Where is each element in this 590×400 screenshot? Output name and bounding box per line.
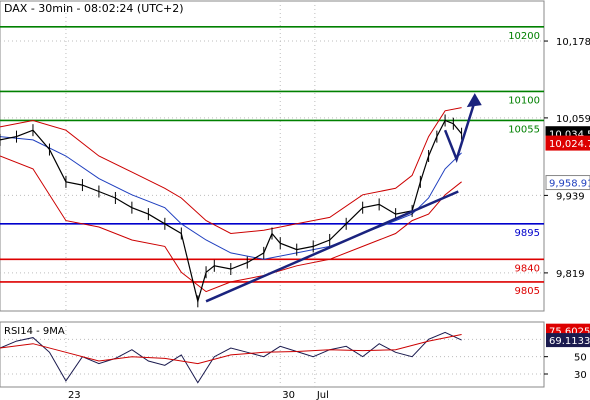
trendline [205,190,459,303]
rsi-line [0,331,462,384]
price-tick-label: 10,178 [556,37,590,48]
forecast-arrow-path [443,100,476,163]
trendlines [205,190,459,303]
price-marker-box [545,175,590,191]
price-series [0,114,463,308]
rsi-marker-box [546,333,590,348]
level-label: 9805 [515,286,540,297]
bollinger-upper-line [0,107,462,235]
time-axis: 23 30 Jul [68,390,329,400]
price-marker-label: 9,958.91 [549,179,590,190]
rsi-ma-line [0,334,462,365]
rsi-title: RSI14 - 9MA [4,326,65,337]
time-tick-label: Jul [316,390,329,400]
level-label: 9895 [515,228,540,239]
bollinger-lower-line [0,155,462,293]
support-resistance-levels: 10200 10100 10055 9895 9840 9805 [0,26,544,297]
price-tick-label: 9,819 [556,269,585,280]
level-label: 9840 [515,263,540,274]
price-panel-frame [0,0,545,312]
price-panel: 10200 10100 10055 9895 9840 9805 DAX - 30min … [0,0,545,312]
price-marker-label: 10,024.7 [549,139,590,150]
rsi-marker-label: 75.6025 [549,327,590,338]
rsi-series [0,331,462,384]
chart-title: DAX - 30min - 08:02:24 (UTC+2) [4,2,184,15]
price-tick-label: 10,059 [556,114,590,125]
time-tick-label: 30 [282,390,295,400]
price-tick-label: 9,939 [556,191,585,202]
rsi-panel-frame [0,321,545,388]
price-marker-box [545,135,590,151]
rsi-marker-label: 69.1133 [549,336,590,347]
rsi-panel: RSI14 - 9MA [0,321,545,388]
level-label: 10100 [508,95,540,106]
forecast-arrow-head [466,93,482,108]
rsi-tick-label: 30 [574,370,587,381]
rsi-grid [0,322,544,387]
rsi-tick-label: 50 [574,353,587,364]
price-marker-label: 10,034.5 [549,130,590,141]
time-tick-label: 23 [68,390,81,400]
price-axis: 10,178 10,059 9,939 9,819 10,034.510,024.7 9,… [544,37,590,280]
price-line [0,119,463,304]
forecast-arrow [443,93,482,163]
level-label: 10055 [508,124,540,135]
level-label: 10200 [508,31,540,42]
